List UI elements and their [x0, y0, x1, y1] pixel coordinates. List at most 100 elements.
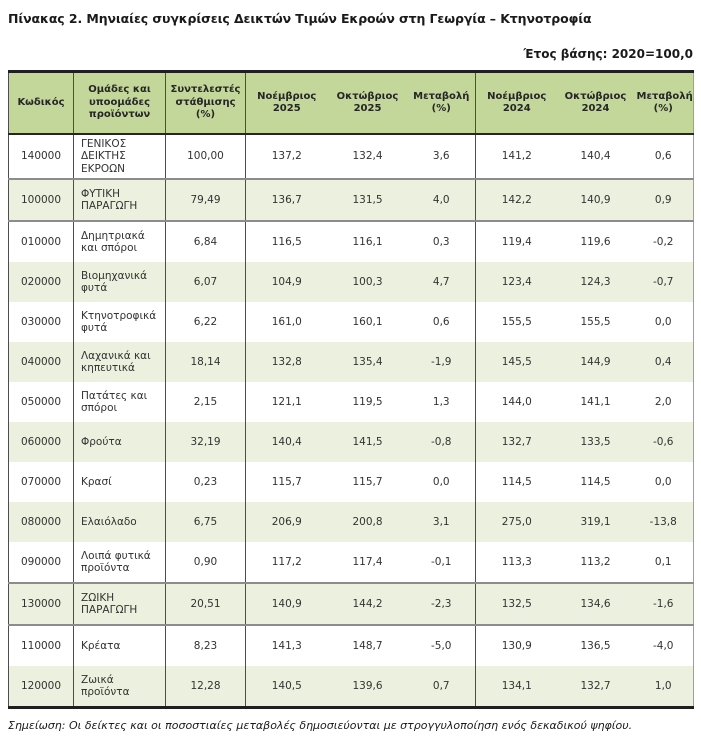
cell-index-oct-2025: 139,6: [352, 679, 383, 692]
cell-index-oct-2024: 119,6: [580, 235, 611, 248]
cell-change-2025: 3,6: [407, 134, 476, 180]
cell-index-oct-2024: 113,2: [580, 555, 611, 568]
cell-weight: 100,00: [165, 134, 246, 180]
cell-change-2025: 4,0: [407, 179, 476, 222]
table-row: 020000 Βιομηχανικά φυτά 6,07 104,9 100,3 4,7 1…: [8, 262, 694, 303]
cell-change-2024: 0,9: [654, 193, 672, 206]
cell-index-nov-2025: 206,9: [271, 515, 302, 528]
cell-index-oct-2024: 144,9: [580, 355, 611, 368]
cell-code: 080000: [8, 502, 74, 543]
cell-index-nov-2024: 144,0: [501, 395, 532, 408]
cell-index-oct-2025: 144,2: [352, 597, 383, 610]
cell-change-2025: -5,0: [407, 625, 476, 667]
cell-change-2025: 3,1: [407, 502, 476, 543]
table-row: 090000 Λοιπά φυτικά προϊόντα 0,90 117,2 117,…: [8, 542, 694, 584]
cell-code: 090000: [8, 542, 74, 584]
cell-index-oct-2024: 140,4: [580, 150, 611, 163]
cell-code: 130000: [8, 583, 74, 626]
column-header-oct-2024: Οκτώβριος 2024: [557, 71, 634, 135]
cell-index-oct-2024: 114,5: [580, 475, 611, 488]
column-header-weights: Συντελεστές στάθμισης (%): [165, 71, 246, 135]
cell-weight: 32,19: [165, 422, 246, 463]
cell-product-name: Κρέατα: [73, 625, 166, 667]
cell-index-nov-2025: 104,9: [271, 275, 302, 288]
header-row: Κωδικός Ομάδες και υποομάδες προϊόντων Συν…: [8, 71, 694, 135]
table-header: Κωδικός Ομάδες και υποομάδες προϊόντων Συν…: [8, 71, 694, 135]
cell-index-oct-2025: 119,5: [352, 395, 383, 408]
cell-change-2024: 0,1: [654, 555, 672, 568]
cell-index-oct-2024: 132,7: [580, 679, 611, 692]
cell-change-2025: 0,7: [407, 666, 476, 708]
cell-change-2024: 0,0: [654, 315, 672, 328]
cell-product-name: Κρασί: [73, 462, 166, 503]
cell-index-oct-2025: 141,5: [352, 435, 383, 448]
page-title: Πίνακας 2. Μηνιαίες συγκρίσεις Δεικτών Τ…: [8, 11, 592, 26]
cell-product-name: Λοιπά φυτικά προϊόντα: [73, 542, 166, 584]
cell-code: 040000: [8, 342, 74, 383]
cell-index-nov-2024: 113,3: [501, 555, 532, 568]
table-row: 110000 Κρέατα 8,23 141,3 148,7 -5,0 130,9 136,5…: [8, 625, 694, 667]
cell-code: 070000: [8, 462, 74, 503]
cell-index-nov-2024: 132,5: [501, 597, 532, 610]
cell-change-2024: -4,0: [653, 639, 674, 652]
cell-index-oct-2025: 132,4: [352, 150, 383, 163]
cell-index-oct-2024: 141,1: [580, 395, 611, 408]
cell-product-name: ΦΥΤΙΚΗ ΠΑΡΑΓΩΓΗ: [73, 179, 166, 222]
table-row: 080000 Ελαιόλαδο 6,75 206,9 200,8 3,1 275,0 319…: [8, 502, 694, 543]
cell-weight: 79,49: [165, 179, 246, 222]
table-row: 010000 Δημητριακά και σπόροι 6,84 116,5 116,…: [8, 221, 694, 263]
table-row: 060000 Φρούτα 32,19 140,4 141,5 -0,8 132,7 133,…: [8, 422, 694, 463]
cell-change-2025: -0,1: [407, 542, 476, 584]
cell-index-oct-2024: 140,9: [580, 193, 611, 206]
cell-index-nov-2025: 140,9: [271, 597, 302, 610]
cell-change-2024: -1,6: [653, 597, 674, 610]
base-year-label: Έτος βάσης: 2020=100,0: [523, 47, 693, 61]
table-row: 120000 Ζωικά προϊόντα 12,28 140,5 139,6 0,7 13…: [8, 666, 694, 708]
cell-index-oct-2024: 319,1: [580, 515, 611, 528]
cell-index-oct-2025: 116,1: [352, 235, 383, 248]
cell-change-2024: 0,4: [654, 355, 672, 368]
cell-change-2024: 0,0: [654, 475, 672, 488]
table-row: 140000 ΓΕΝΙΚΟΣ ΔΕΙΚΤΗΣ ΕΚΡΟΩΝ 100,00 137,2 1…: [8, 134, 694, 180]
cell-index-oct-2024: 133,5: [580, 435, 611, 448]
cell-index-oct-2024: 134,6: [580, 597, 611, 610]
cell-index-nov-2025: 161,0: [271, 315, 302, 328]
cell-index-nov-2025: 121,1: [271, 395, 302, 408]
column-header-oct-2025: Οκτώβριος 2025: [327, 71, 408, 135]
cell-product-name: ΖΩΙΚΗ ΠΑΡΑΓΩΓΗ: [73, 583, 166, 626]
cell-index-nov-2024: 142,2: [501, 193, 532, 206]
cell-product-name: Ελαιόλαδο: [73, 502, 166, 543]
cell-change-2024: -0,7: [653, 275, 674, 288]
table-row: 030000 Κτηνοτροφικά φυτά 6,22 161,0 160,1 0,6…: [8, 302, 694, 343]
cell-change-2025: 0,6: [407, 302, 476, 343]
cell-change-2024: -13,8: [649, 515, 677, 528]
cell-index-nov-2024: 130,9: [501, 639, 532, 652]
cell-index-nov-2024: 155,5: [501, 315, 532, 328]
column-header-nov-2025: Νοέμβριος 2025: [245, 71, 328, 135]
cell-index-oct-2024: 136,5: [580, 639, 611, 652]
cell-code: 140000: [8, 134, 74, 180]
cell-index-oct-2025: 115,7: [352, 475, 383, 488]
cell-index-nov-2025: 115,7: [271, 475, 302, 488]
cell-weight: 12,28: [165, 666, 246, 708]
cell-weight: 20,51: [165, 583, 246, 626]
cell-index-oct-2025: 131,5: [352, 193, 383, 206]
cell-product-name: Ζωικά προϊόντα: [73, 666, 166, 708]
column-header-product-groups: Ομάδες και υποομάδες προϊόντων: [73, 71, 166, 135]
table-row: 050000 Πατάτες και σπόροι 2,15 121,1 119,5 1,…: [8, 382, 694, 423]
cell-code: 020000: [8, 262, 74, 303]
cell-change-2024: -0,2: [653, 235, 674, 248]
column-header-change-2024: Μεταβολή (%): [633, 71, 694, 135]
table-row: 100000 ΦΥΤΙΚΗ ΠΑΡΑΓΩΓΗ 79,49 136,7 131,5 4,0 1…: [8, 179, 694, 222]
cell-change-2025: 0,3: [407, 221, 476, 263]
cell-index-nov-2025: 141,3: [271, 639, 302, 652]
table-row: 040000 Λαχανικά και κηπευτικά 18,14 132,8 13…: [8, 342, 694, 383]
cell-index-nov-2025: 140,4: [271, 435, 302, 448]
cell-weight: 6,84: [165, 221, 246, 263]
cell-product-name: Δημητριακά και σπόροι: [73, 221, 166, 263]
cell-change-2025: -2,3: [407, 583, 476, 626]
cell-change-2024: 2,0: [654, 395, 672, 408]
cell-product-name: Λαχανικά και κηπευτικά: [73, 342, 166, 383]
cell-change-2024: -0,6: [653, 435, 674, 448]
